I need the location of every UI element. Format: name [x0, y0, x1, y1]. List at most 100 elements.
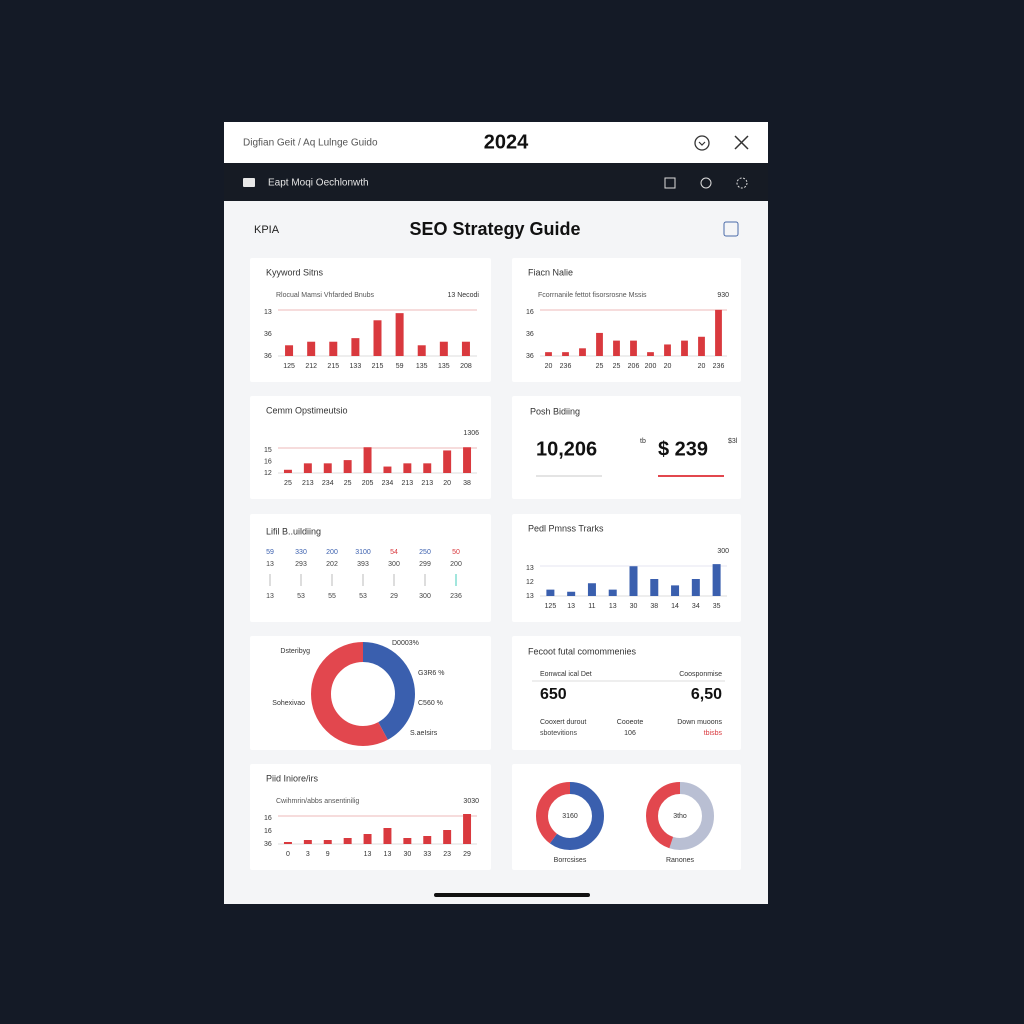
close-button[interactable]	[734, 135, 749, 150]
x-label: 30	[630, 603, 638, 610]
y-label: 36	[264, 353, 272, 360]
top-label: 1306	[463, 430, 479, 437]
metric: 54	[390, 549, 398, 556]
y-label: 13	[526, 593, 534, 600]
donut-label: Borrcsises	[554, 857, 587, 864]
card-title: Pedl Pmnss Trarks	[528, 523, 604, 533]
kpi-note: $3l	[728, 438, 738, 445]
x-label: 13	[384, 851, 392, 858]
top-label: 300	[717, 548, 729, 555]
chevron-button[interactable]	[694, 135, 710, 151]
stat-sub: Cooxert durout	[540, 719, 586, 726]
x-label: 213	[402, 480, 414, 487]
kpi-value: 10,206	[536, 438, 597, 460]
metric: 202	[326, 561, 338, 568]
bar	[691, 579, 700, 596]
menu-icon[interactable]	[243, 178, 255, 187]
bar	[613, 340, 620, 356]
x-label: 25	[596, 363, 604, 370]
x-label: 125	[283, 363, 295, 370]
legend: Rlocual Mamsi Vhfarded Bnubs	[276, 292, 375, 299]
bar	[439, 341, 448, 356]
bar	[443, 830, 452, 844]
metric: 393	[357, 561, 369, 568]
stat-label: Eonwcal ical Det	[540, 671, 592, 678]
metric: 330	[295, 549, 307, 556]
x-label: 20	[443, 480, 451, 487]
metric: 53	[359, 593, 367, 600]
card-title: Cemm Opstimeutsio	[266, 405, 348, 415]
x-label: 125	[545, 603, 557, 610]
donut-segment	[311, 642, 415, 746]
stat-value: 650	[540, 686, 567, 703]
kpi-note: tb	[640, 438, 646, 445]
donut-label: C560 %	[418, 700, 443, 707]
x-label: 236	[713, 363, 725, 370]
card-title: Fecoot futal comommenies	[528, 646, 637, 656]
metric: 200	[450, 561, 462, 568]
x-label: 135	[416, 363, 428, 370]
x-label: 200	[645, 363, 657, 370]
x-label: 59	[396, 363, 404, 370]
donut-label: G3R6 %	[418, 670, 444, 677]
kpi-label: KPIA	[254, 224, 280, 236]
bar	[463, 447, 472, 473]
card	[250, 514, 491, 622]
stat-middle: Cooeote	[617, 719, 644, 726]
card-title: Kyyword Sitns	[266, 267, 324, 277]
metric: 200	[326, 549, 338, 556]
page-title: SEO Strategy Guide	[409, 219, 580, 239]
metric: 13	[266, 593, 274, 600]
x-label: 215	[327, 363, 339, 370]
x-label: 25	[613, 363, 621, 370]
bar	[715, 309, 722, 356]
x-label: 35	[713, 603, 721, 610]
tool-icon[interactable]	[700, 177, 712, 189]
x-label: 3	[306, 851, 310, 858]
x-label: 206	[628, 363, 640, 370]
chevron-icon	[698, 141, 706, 146]
donut-center: 3tho	[673, 813, 687, 820]
window-title: Digfian Geit / Aq Lulnge Guido	[243, 138, 378, 149]
tool-icon[interactable]	[664, 177, 676, 189]
bar	[423, 463, 432, 473]
edit-button[interactable]	[723, 221, 739, 237]
x-label: 0	[286, 851, 290, 858]
kpi-value: $ 239	[658, 438, 708, 460]
x-label: 13	[364, 851, 372, 858]
y-label: 16	[264, 458, 272, 465]
x-label: 38	[650, 603, 658, 610]
legend: Cwihmrin/abbs ansentinilig	[276, 798, 359, 805]
metric: 55	[328, 593, 336, 600]
stat-sub: tbisbs	[704, 730, 723, 737]
bar	[630, 340, 637, 356]
donut-label: S.aeIsirs	[410, 730, 438, 737]
x-label: 13	[567, 603, 575, 610]
bar	[681, 340, 688, 356]
bar	[363, 447, 372, 473]
stat-middle: 106	[624, 730, 636, 737]
y-label: 36	[264, 331, 272, 338]
metric: 59	[266, 549, 274, 556]
toolbar	[224, 163, 768, 201]
bar	[647, 352, 654, 356]
card	[512, 636, 741, 750]
bar	[417, 345, 426, 356]
x-label: 38	[463, 480, 471, 487]
y-label: 13	[264, 309, 272, 316]
metric: 299	[419, 561, 431, 568]
bar	[650, 579, 659, 596]
x-label: 208	[460, 363, 472, 370]
bar	[698, 336, 705, 356]
metric: 50	[452, 549, 460, 556]
bar	[423, 836, 432, 844]
x-label: 215	[372, 363, 384, 370]
bar	[403, 838, 412, 844]
toolbar-label: Eapt Moqi Oechlonwth	[268, 178, 369, 189]
y-label: 16	[264, 815, 272, 822]
x-label: 13	[609, 603, 617, 610]
tool-icon[interactable]	[736, 177, 748, 189]
x-label: 205	[362, 480, 374, 487]
x-label: 20	[545, 363, 553, 370]
